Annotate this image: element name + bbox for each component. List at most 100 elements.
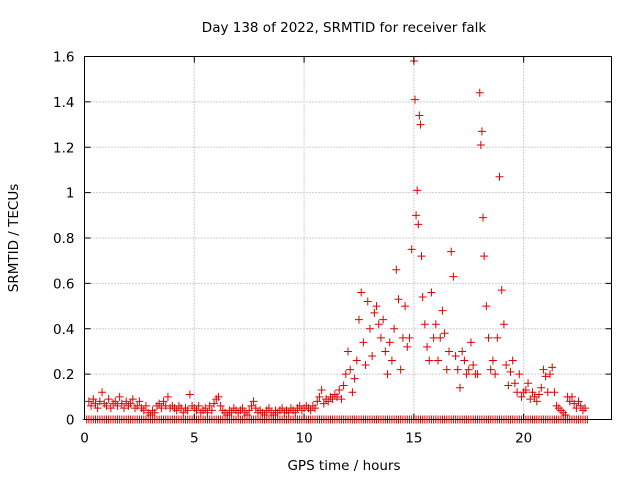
data-point	[530, 392, 539, 401]
data-point	[185, 390, 194, 399]
data-point	[216, 401, 225, 410]
data-point	[548, 363, 557, 372]
data-point	[466, 338, 475, 347]
data-point	[126, 399, 135, 408]
data-point	[510, 379, 519, 388]
data-point	[354, 315, 363, 324]
data-point	[89, 395, 98, 404]
data-point	[172, 406, 181, 415]
y-tick-label: 1.2	[53, 140, 74, 156]
data-point	[423, 342, 432, 351]
data-point	[497, 286, 506, 295]
data-point	[324, 397, 333, 406]
data-point	[488, 356, 497, 365]
data-point	[357, 288, 366, 297]
data-point	[535, 390, 544, 399]
data-point	[146, 410, 155, 419]
y-tick-label: 1	[66, 186, 75, 202]
data-point	[528, 388, 537, 397]
data-point	[201, 404, 210, 413]
data-point	[438, 306, 447, 315]
data-point	[363, 297, 372, 306]
data-point	[524, 379, 533, 388]
x-tick-label: 15	[405, 431, 422, 447]
data-point	[194, 401, 203, 410]
data-point	[570, 399, 579, 408]
data-point	[436, 333, 445, 342]
data-point	[278, 404, 287, 413]
data-point	[341, 370, 350, 379]
data-point	[379, 315, 388, 324]
data-point	[431, 320, 440, 329]
data-point	[359, 338, 368, 347]
plot-frame	[84, 56, 612, 420]
data-point	[475, 88, 484, 97]
data-point	[574, 397, 583, 406]
data-point	[449, 272, 458, 281]
data-point	[98, 388, 107, 397]
data-point	[223, 410, 232, 419]
data-point	[532, 397, 541, 406]
data-point	[120, 404, 129, 413]
data-point	[163, 392, 172, 401]
data-point	[159, 397, 168, 406]
data-point	[291, 408, 300, 417]
data-point	[106, 404, 115, 413]
data-point	[238, 404, 247, 413]
data-point	[458, 347, 467, 356]
data-point	[376, 333, 385, 342]
data-point	[477, 127, 486, 136]
data-point	[515, 370, 524, 379]
data-point	[87, 401, 96, 410]
data-point	[390, 324, 399, 333]
data-point	[460, 356, 469, 365]
data-point	[539, 365, 548, 374]
grid-lines	[84, 56, 612, 420]
x-tick-label: 5	[190, 431, 199, 447]
data-point	[484, 333, 493, 342]
data-point	[394, 295, 403, 304]
data-point	[372, 302, 381, 311]
data-point	[502, 361, 511, 370]
data-point	[117, 399, 126, 408]
data-point	[445, 347, 454, 356]
data-point	[414, 220, 423, 229]
data-point	[242, 410, 251, 419]
data-point	[95, 397, 104, 406]
data-point	[407, 245, 416, 254]
data-point	[269, 410, 278, 419]
data-point	[387, 356, 396, 365]
data-point	[317, 386, 326, 395]
data-point	[249, 397, 258, 406]
data-point	[344, 347, 352, 356]
y-tick-label: 0.4	[53, 322, 74, 338]
y-tick-label: 0.8	[53, 231, 74, 247]
data-point	[508, 356, 517, 365]
data-point	[251, 404, 260, 413]
x-tick-label: 10	[295, 431, 312, 447]
data-point	[150, 408, 159, 417]
data-point	[315, 392, 324, 401]
data-point	[339, 381, 348, 390]
data-point	[401, 302, 410, 311]
y-tick-label: 1.6	[53, 50, 74, 66]
data-point	[135, 397, 144, 406]
data-point	[383, 370, 392, 379]
data-point	[412, 211, 421, 220]
data-point	[113, 401, 122, 410]
data-point	[565, 397, 574, 406]
x-axis-label: GPS time / hours	[287, 458, 400, 474]
data-point	[122, 397, 131, 406]
data-point	[567, 392, 576, 401]
data-point	[306, 406, 315, 415]
data-point	[319, 399, 328, 408]
data-point	[203, 408, 212, 417]
data-point	[365, 324, 374, 333]
data-point	[418, 292, 427, 301]
chart-title: Day 138 of 2022, SRMTID for receiver fal…	[202, 20, 487, 36]
data-point	[205, 401, 214, 410]
y-tick-label: 0	[66, 413, 75, 429]
y-tick-label: 1.4	[53, 95, 74, 111]
